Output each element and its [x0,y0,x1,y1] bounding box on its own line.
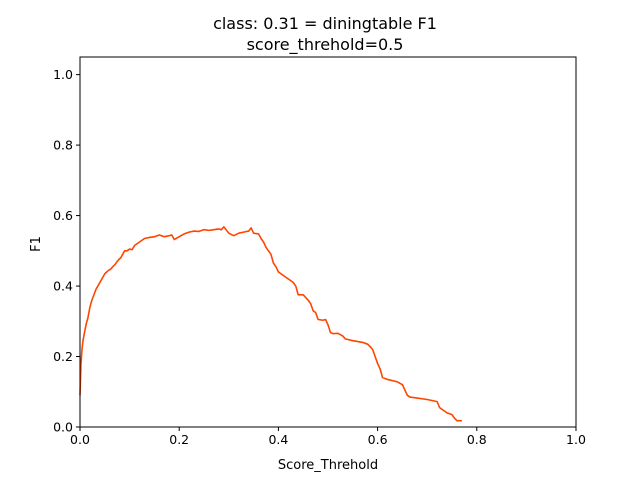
axes-frame [79,56,577,428]
x-tick-label: 0.4 [268,432,288,447]
y-tick-label: 0.2 [53,349,73,364]
plot-area: 0.0 0.2 0.4 0.6 0.8 1.0 0.0 0.2 0.4 0.6 0.8 1.0 [53,56,586,447]
y-tick-label: 0.8 [53,138,73,153]
y-tick-label: 0.0 [53,420,73,435]
x-axis-label: Score_Threhold [278,458,378,473]
x-tick-label: 0.6 [368,432,388,447]
chart-title: class: 0.31 = diningtable F1 [213,14,437,33]
x-tick-label: 0.2 [169,432,189,447]
series-line-0 [79,226,462,422]
y-tick-label: 0.4 [53,279,73,294]
x-tick-label: 0.8 [467,432,487,447]
y-axis-label: F1 [29,236,44,252]
y-tick-label: 0.6 [53,208,73,223]
x-tick-label: 0.0 [70,432,90,447]
x-tick-label: 1.0 [566,432,586,447]
chart-subtitle: score_threhold=0.5 [247,35,404,55]
y-tick-label: 1.0 [53,67,73,82]
